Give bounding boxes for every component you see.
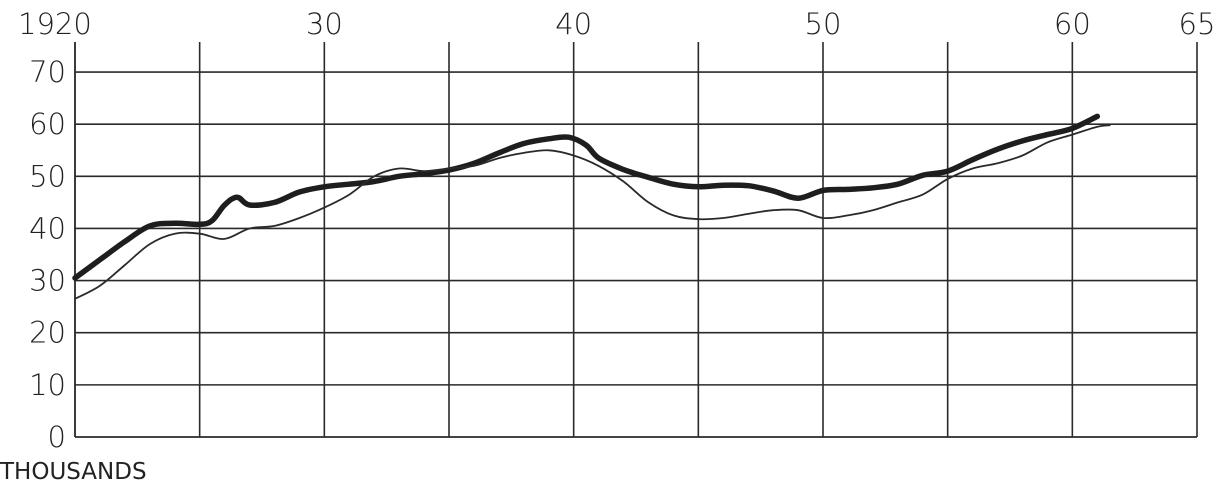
x-tick-label: 50: [805, 7, 842, 41]
x-tick-label: 65: [1179, 7, 1216, 41]
x-tick-label: 30: [306, 7, 343, 41]
y-tick-label: 40: [29, 211, 66, 245]
series-line-thick: [72, 113, 1101, 281]
x-tick-label: 60: [1054, 7, 1091, 41]
y-axis-tick-labels: 0 10 20 30 40 50 60 70: [29, 55, 66, 454]
y-tick-label: 0: [48, 420, 66, 454]
x-tick-label: 1920: [18, 7, 92, 41]
y-tick-label: 30: [29, 264, 66, 298]
x-axis-tick-labels: 1920 30 40 50 60 65: [18, 7, 1215, 41]
y-tick-label: 10: [29, 368, 66, 402]
y-tick-label: 50: [29, 159, 66, 193]
chart-grid: [74, 42, 1198, 438]
y-tick-label: 60: [29, 107, 66, 141]
y-axis-unit-label: THOUSANDS: [0, 459, 147, 485]
x-tick-label: 40: [555, 7, 592, 41]
y-tick-label: 20: [29, 316, 66, 350]
y-tick-label: 70: [29, 55, 66, 89]
series-layer: [72, 113, 1111, 300]
series-line-thin: [74, 124, 1111, 300]
